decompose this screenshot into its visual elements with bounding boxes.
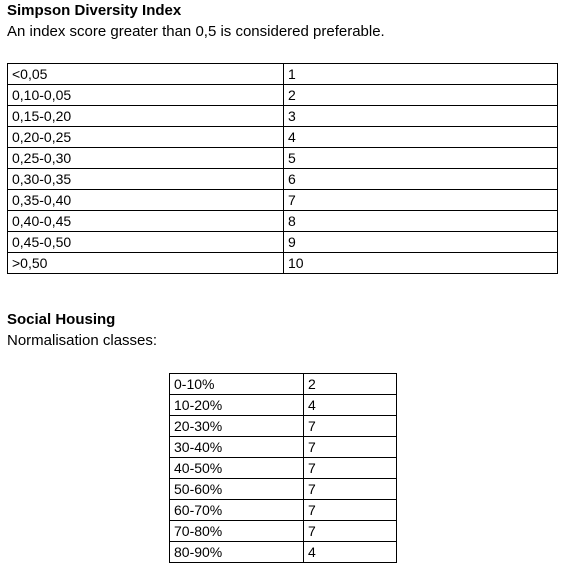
score-cell: 9 [283, 231, 558, 253]
social-housing-note: Normalisation classes: [7, 332, 158, 349]
range-cell: 80-90% [169, 541, 304, 563]
table-row: 30-40% 7 [169, 436, 397, 458]
table-row: 0,35-0,40 7 [7, 189, 558, 211]
table-row: 0,20-0,25 4 [7, 126, 558, 148]
score-cell: 2 [303, 373, 397, 395]
social-housing-heading: Social Housing [7, 311, 116, 328]
score-cell: 2 [283, 84, 558, 106]
range-cell: 40-50% [169, 457, 304, 479]
range-cell: 0,15-0,20 [7, 105, 284, 127]
range-cell: 30-40% [169, 436, 304, 458]
score-cell: 7 [303, 457, 397, 479]
score-cell: 8 [283, 210, 558, 232]
range-cell: >0,50 [7, 252, 284, 274]
range-cell: 70-80% [169, 520, 304, 542]
social-housing-table: 0-10% 2 10-20% 4 20-30% 7 30-40% 7 40-50% 7 50-60%… [169, 373, 397, 563]
range-cell: 0,25-0,30 [7, 147, 284, 169]
score-cell: 7 [303, 415, 397, 437]
score-cell: 3 [283, 105, 558, 127]
table-row: 0,45-0,50 9 [7, 231, 558, 253]
table-row: 0,10-0,05 2 [7, 84, 558, 106]
score-cell: 7 [303, 499, 397, 521]
table-row: 80-90% 4 [169, 541, 397, 563]
score-cell: 10 [283, 252, 558, 274]
table-row: 60-70% 7 [169, 499, 397, 521]
simpson-diversity-note: An index score greater than 0,5 is consi… [7, 23, 385, 40]
score-cell: 7 [283, 189, 558, 211]
score-cell: 5 [283, 147, 558, 169]
table-row: 0,15-0,20 3 [7, 105, 558, 127]
score-cell: 7 [303, 520, 397, 542]
score-cell: 4 [283, 126, 558, 148]
table-row: 40-50% 7 [169, 457, 397, 479]
score-cell: 4 [303, 394, 397, 416]
range-cell: 60-70% [169, 499, 304, 521]
table-row: 10-20% 4 [169, 394, 397, 416]
table-row: 20-30% 7 [169, 415, 397, 437]
simpson-diversity-table: <0,05 1 0,10-0,05 2 0,15-0,20 3 0,20-0,25 4 0,25… [7, 63, 558, 274]
range-cell: <0,05 [7, 63, 284, 85]
range-cell: 0-10% [169, 373, 304, 395]
table-row: 0,40-0,45 8 [7, 210, 558, 232]
range-cell: 0,30-0,35 [7, 168, 284, 190]
score-cell: 6 [283, 168, 558, 190]
range-cell: 0,10-0,05 [7, 84, 284, 106]
range-cell: 0,20-0,25 [7, 126, 284, 148]
range-cell: 10-20% [169, 394, 304, 416]
table-row: 0,30-0,35 6 [7, 168, 558, 190]
range-cell: 0,45-0,50 [7, 231, 284, 253]
table-row: 70-80% 7 [169, 520, 397, 542]
score-cell: 7 [303, 478, 397, 500]
table-row: 0-10% 2 [169, 373, 397, 395]
simpson-diversity-heading: Simpson Diversity Index [7, 2, 182, 19]
table-row: 0,25-0,30 5 [7, 147, 558, 169]
score-cell: 1 [283, 63, 558, 85]
table-row: 50-60% 7 [169, 478, 397, 500]
range-cell: 0,40-0,45 [7, 210, 284, 232]
table-row: <0,05 1 [7, 63, 558, 85]
score-cell: 7 [303, 436, 397, 458]
range-cell: 0,35-0,40 [7, 189, 284, 211]
table-row: >0,50 10 [7, 252, 558, 274]
score-cell: 4 [303, 541, 397, 563]
range-cell: 20-30% [169, 415, 304, 437]
range-cell: 50-60% [169, 478, 304, 500]
